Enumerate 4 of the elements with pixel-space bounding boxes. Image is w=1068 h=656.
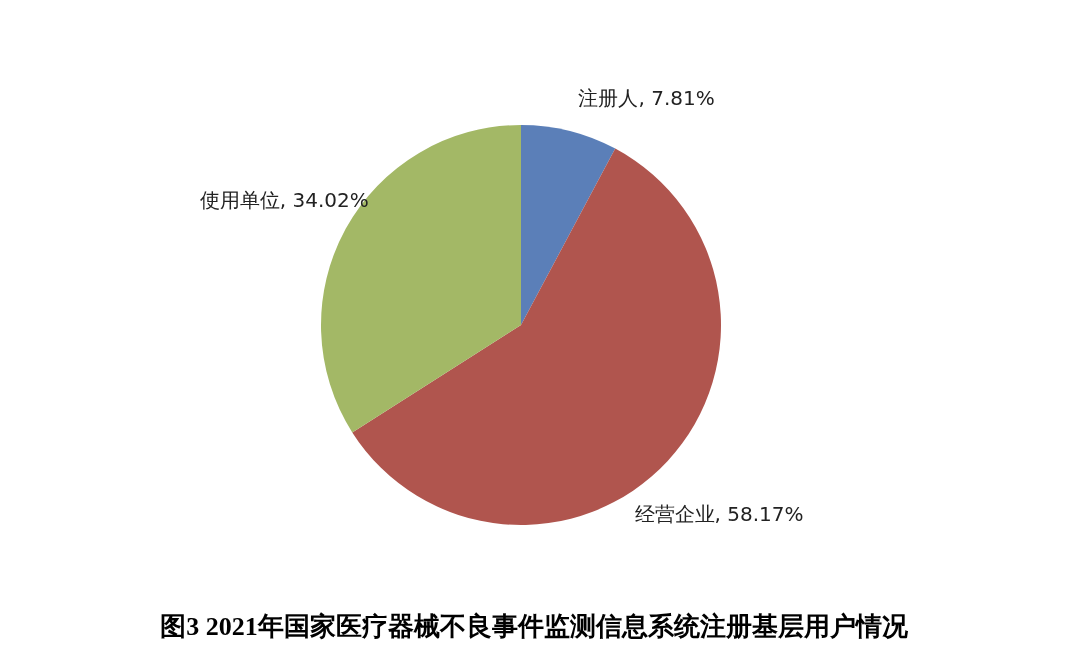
text: 图3 2021年国家医疗器械不良事件监测信息系统注册基层用户情况	[160, 612, 909, 641]
slice-label: 注册人, 7.81%	[578, 86, 715, 110]
slice-label: 经营企业, 58.17%	[634, 501, 804, 526]
pie-slice	[521, 125, 616, 325]
